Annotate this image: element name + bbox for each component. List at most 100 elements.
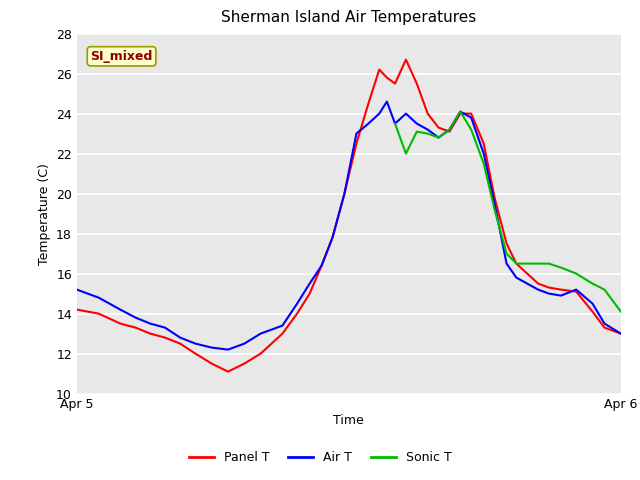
Air T: [147, 321, 154, 326]
Panel T: [503, 240, 511, 247]
Panel T: [480, 141, 488, 146]
Sonic T: [445, 127, 453, 132]
Air T: [391, 120, 399, 126]
Panel T: [391, 81, 399, 86]
Air T: [513, 275, 520, 280]
Panel T: [268, 341, 275, 347]
Air T: [376, 111, 383, 117]
Sonic T: [534, 261, 542, 266]
Air T: [545, 291, 553, 297]
Panel T: [306, 291, 314, 297]
Panel T: [257, 351, 264, 357]
Panel T: [435, 125, 442, 131]
Air T: [95, 295, 102, 300]
Panel T: [376, 67, 383, 72]
Panel T: [545, 285, 553, 290]
Panel T: [161, 335, 169, 340]
Sonic T: [617, 309, 625, 314]
Air T: [132, 315, 140, 321]
Panel T: [413, 81, 420, 86]
Air T: [365, 120, 372, 126]
Panel T: [278, 331, 286, 336]
Sonic T: [435, 135, 442, 141]
Panel T: [318, 263, 326, 268]
Air T: [456, 108, 464, 114]
Air T: [480, 151, 488, 156]
Air T: [467, 115, 475, 120]
Sonic T: [424, 131, 431, 136]
Text: SI_mixed: SI_mixed: [90, 50, 153, 63]
Panel T: [572, 288, 580, 294]
Panel T: [491, 195, 499, 201]
Air T: [161, 324, 169, 330]
Sonic T: [402, 151, 410, 156]
Air T: [73, 287, 81, 292]
Panel T: [402, 57, 410, 62]
Air T: [208, 345, 216, 350]
Air T: [257, 331, 264, 336]
X-axis label: Time: Time: [333, 414, 364, 427]
Sonic T: [503, 251, 511, 256]
Panel T: [600, 324, 608, 330]
Air T: [524, 281, 531, 287]
Sonic T: [456, 108, 464, 114]
Sonic T: [491, 207, 499, 213]
Panel T: [467, 111, 475, 117]
Air T: [268, 327, 275, 333]
Panel T: [353, 141, 360, 146]
Air T: [600, 321, 608, 326]
Sonic T: [467, 127, 475, 132]
Line: Panel T: Panel T: [77, 60, 621, 372]
Sonic T: [572, 271, 580, 276]
Sonic T: [589, 281, 596, 287]
Panel T: [340, 191, 348, 196]
Panel T: [365, 101, 372, 107]
Air T: [402, 111, 410, 117]
Air T: [617, 331, 625, 336]
Panel T: [617, 331, 625, 336]
Air T: [293, 300, 301, 306]
Air T: [557, 293, 565, 299]
Sonic T: [557, 264, 565, 270]
Air T: [534, 287, 542, 292]
Panel T: [557, 287, 565, 292]
Air T: [191, 341, 199, 347]
Panel T: [293, 311, 301, 316]
Air T: [177, 335, 184, 340]
Panel T: [513, 261, 520, 266]
Air T: [278, 323, 286, 328]
Air T: [224, 347, 232, 352]
Line: Sonic T: Sonic T: [395, 111, 621, 312]
Sonic T: [391, 120, 399, 126]
Air T: [306, 281, 314, 287]
Panel T: [224, 369, 232, 374]
Air T: [329, 235, 337, 240]
Air T: [340, 191, 348, 196]
Panel T: [424, 111, 431, 117]
Sonic T: [413, 129, 420, 134]
Air T: [589, 300, 596, 306]
Sonic T: [600, 287, 608, 292]
Panel T: [589, 309, 596, 314]
Air T: [445, 127, 453, 132]
Panel T: [329, 235, 337, 240]
Panel T: [383, 75, 390, 81]
Panel T: [191, 351, 199, 357]
Air T: [424, 127, 431, 132]
Panel T: [147, 331, 154, 336]
Legend: Panel T, Air T, Sonic T: Panel T, Air T, Sonic T: [184, 446, 456, 469]
Sonic T: [524, 261, 531, 266]
Air T: [413, 120, 420, 126]
Title: Sherman Island Air Temperatures: Sherman Island Air Temperatures: [221, 11, 476, 25]
Panel T: [132, 324, 140, 330]
Sonic T: [513, 261, 520, 266]
Panel T: [534, 281, 542, 287]
Sonic T: [545, 261, 553, 266]
Y-axis label: Temperature (C): Temperature (C): [38, 163, 51, 264]
Panel T: [241, 361, 248, 367]
Air T: [435, 135, 442, 141]
Air T: [491, 201, 499, 206]
Panel T: [73, 307, 81, 312]
Air T: [353, 131, 360, 136]
Air T: [318, 263, 326, 268]
